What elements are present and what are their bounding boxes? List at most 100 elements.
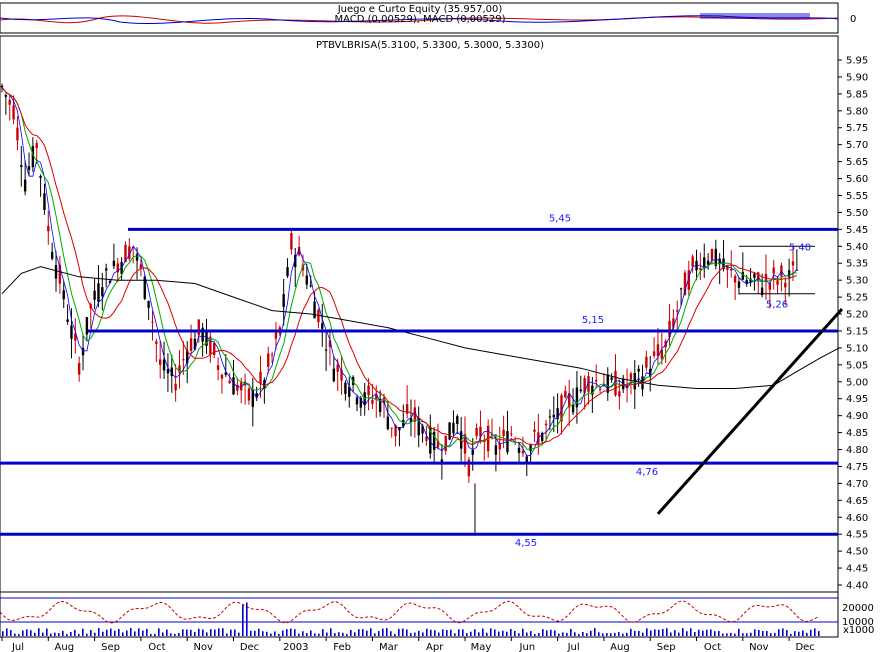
- y-tick-label: 5.50: [846, 208, 868, 219]
- volume-bar: [22, 630, 24, 636]
- x-tick-label: Aug: [610, 642, 630, 652]
- candle-body: [8, 99, 11, 105]
- volume-bar: [122, 632, 124, 636]
- candle-body: [760, 287, 764, 295]
- volume-bar: [298, 633, 300, 636]
- volume-bar: [186, 629, 188, 636]
- volume-bar: [134, 631, 136, 636]
- ma-short-line: [1, 87, 798, 457]
- candle-body: [409, 417, 413, 423]
- candle-body: [676, 310, 679, 312]
- y-tick-label: 5.65: [846, 157, 868, 168]
- candle-body: [405, 404, 409, 414]
- y-tick-label: 4.70: [846, 479, 868, 490]
- candle-body: [224, 372, 227, 375]
- volume-bar: [174, 633, 176, 636]
- candle-body: [714, 248, 718, 266]
- candle-body: [263, 380, 266, 390]
- volume-bar: [534, 633, 536, 636]
- candle-body: [787, 270, 791, 278]
- volume-bar: [54, 632, 56, 636]
- volume-bar: [194, 631, 196, 636]
- volume-bar: [202, 629, 204, 636]
- volume-bar: [506, 631, 508, 636]
- candle-body: [436, 440, 440, 448]
- candle-body: [301, 264, 305, 271]
- support-label: 5,26: [766, 300, 788, 311]
- volume-bar: [206, 632, 208, 636]
- candle-body: [317, 309, 320, 323]
- volume-bar: [590, 630, 592, 636]
- volume-bar: [330, 628, 332, 636]
- volume-bar: [106, 629, 108, 636]
- candle-body: [402, 420, 405, 427]
- volume-bar: [766, 630, 768, 636]
- candle-body: [606, 374, 609, 393]
- candle-body: [170, 367, 173, 377]
- volume-bar: [182, 629, 184, 636]
- main-panel-frame: [0, 35, 839, 593]
- volume-bar: [674, 630, 676, 636]
- candle-body: [722, 258, 725, 270]
- volume-bar: [82, 628, 84, 636]
- volume-bar: [238, 632, 240, 636]
- ma-red-line: [1, 87, 797, 446]
- volume-bar: [418, 630, 420, 636]
- candle-body: [645, 356, 648, 368]
- candle-body: [567, 393, 571, 408]
- volume-bar: [774, 632, 776, 636]
- volume-bar: [606, 633, 608, 636]
- candle-body: [471, 449, 474, 455]
- candle-body: [112, 260, 116, 267]
- volume-bar: [46, 628, 48, 636]
- candle-body: [16, 127, 19, 141]
- candle-body: [637, 368, 640, 372]
- candle-body: [556, 408, 559, 420]
- candle-body: [610, 377, 613, 380]
- candle-body: [417, 418, 420, 436]
- candle-body: [282, 294, 285, 307]
- volume-bar: [778, 629, 780, 636]
- volume-bar: [246, 602, 248, 636]
- candle-body: [544, 423, 548, 426]
- y-tick-label: 5.95: [846, 56, 868, 67]
- candle-body: [259, 371, 262, 384]
- volume-bar: [214, 629, 216, 636]
- candle-body: [54, 265, 58, 279]
- candle-body: [0, 85, 4, 88]
- candle-body: [297, 246, 301, 256]
- macd-line: [0, 15, 839, 24]
- volume-bar: [734, 633, 736, 636]
- volume-bar: [350, 629, 352, 636]
- candle-body: [656, 344, 660, 357]
- candle-body: [772, 267, 775, 274]
- candle-body: [247, 388, 251, 401]
- candle-body: [533, 429, 536, 432]
- candle-body: [629, 373, 633, 380]
- volume-bar: [434, 630, 436, 636]
- volume-bar: [706, 629, 708, 636]
- y-tick-label: 5.45: [846, 225, 868, 236]
- volume-bar: [170, 633, 172, 636]
- x-tick-label: Jul: [11, 642, 24, 652]
- candle-body: [618, 391, 621, 397]
- candle-body: [232, 377, 235, 395]
- volume-bar: [458, 629, 460, 636]
- volume-bar: [198, 628, 200, 636]
- candle-body: [70, 325, 73, 339]
- volume-bar: [178, 632, 180, 636]
- volume-bar: [210, 629, 212, 636]
- volume-bar: [738, 628, 740, 636]
- volume-bar: [222, 628, 224, 636]
- volume-bar: [402, 628, 404, 636]
- candle-body: [510, 433, 513, 435]
- candle-body: [475, 428, 478, 436]
- candle-body: [31, 146, 35, 168]
- volume-bar: [102, 631, 104, 636]
- candle-body: [757, 272, 760, 282]
- level-label-5-15: 5,15: [582, 315, 604, 326]
- candle-body: [494, 445, 498, 455]
- volume-bar: [642, 632, 644, 636]
- candle-body: [660, 349, 664, 359]
